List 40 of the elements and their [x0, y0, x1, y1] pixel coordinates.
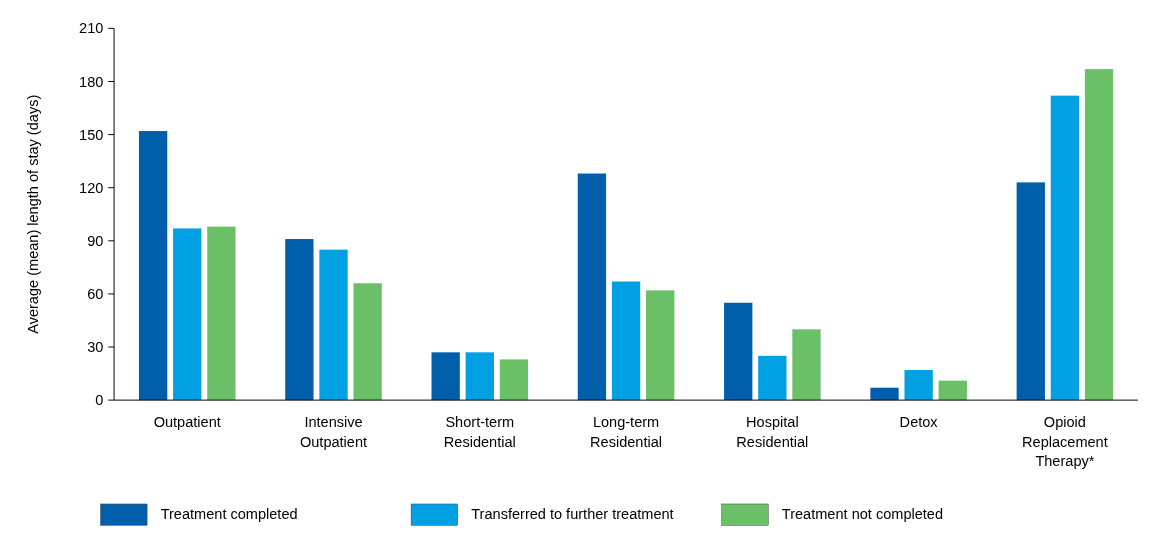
y-tick-label: 180: [79, 73, 104, 90]
bar: [319, 249, 348, 401]
y-tick-label: 0: [95, 392, 104, 409]
x-tick-label: Hospital Residential: [736, 414, 809, 450]
bar: [207, 226, 236, 401]
bar: [499, 359, 529, 401]
bar: [577, 173, 607, 401]
bar: [870, 387, 899, 401]
bar: [138, 131, 168, 401]
bar: [758, 355, 787, 401]
bar: [1050, 95, 1080, 401]
bar: [904, 370, 933, 401]
bar: [465, 352, 494, 401]
bar: [431, 352, 460, 401]
bar: [353, 283, 382, 401]
x-tick-label: Detox: [899, 414, 939, 431]
x-tick-label: Opioid Replacement Therapy*: [1022, 414, 1108, 470]
y-tick-label: 60: [87, 286, 104, 302]
bar: [1016, 182, 1045, 401]
y-tick-label: 150: [79, 126, 104, 143]
bar: [611, 281, 641, 401]
legend-label: Transferred to further treatment: [471, 506, 674, 523]
bar: [646, 290, 675, 401]
y-tick-label: 30: [87, 339, 104, 356]
bar: [724, 302, 753, 401]
x-tick-label: Short-term Residential: [443, 414, 516, 450]
x-tick-label: Intensive Outpatient: [299, 414, 368, 450]
y-tick-label: 120: [79, 179, 104, 196]
legend-label: Treatment not completed: [781, 506, 944, 523]
legend-label: Treatment completed: [160, 506, 298, 523]
y-tick-label: 210: [79, 20, 104, 37]
y-axis-title: Average (mean) length of stay (days): [25, 94, 42, 334]
bar: [173, 228, 202, 401]
x-tick-label: Outpatient: [153, 414, 221, 431]
bar: [1084, 69, 1114, 401]
bar: [792, 329, 821, 401]
bar: [938, 380, 967, 401]
x-tick-label: Long-term Residential: [590, 414, 663, 450]
y-tick-label: 90: [87, 232, 104, 249]
bar: [285, 239, 314, 401]
